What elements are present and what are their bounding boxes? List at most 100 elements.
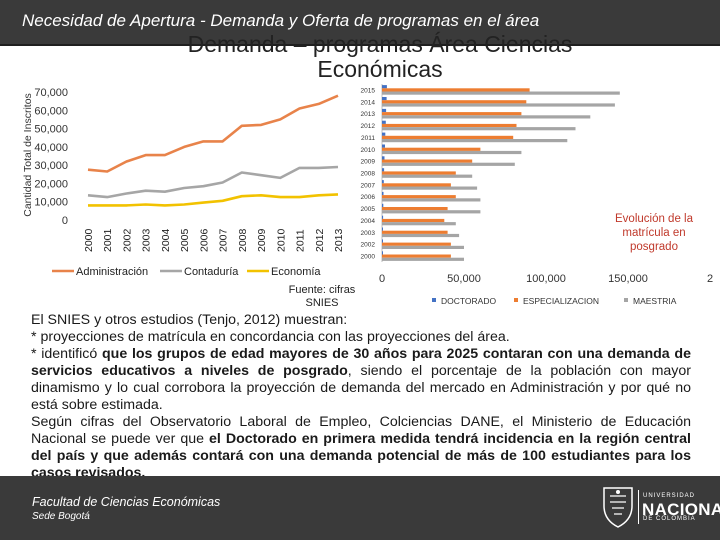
bar-legend-label: MAESTRIA — [633, 296, 677, 306]
y-tick-label: 30,000 — [34, 160, 68, 172]
slide-title: Necesidad de Apertura - Demanda y Oferta… — [22, 11, 540, 30]
bar-doctorado — [382, 203, 384, 207]
source-line-1: Fuente: cifras — [288, 284, 356, 296]
bar-chart-title-line-3: posgrado — [630, 241, 678, 253]
bar-maestria — [382, 162, 515, 166]
bar-legend-label: ESPECIALIZACION — [523, 296, 599, 306]
series-line-administración — [87, 94, 339, 173]
bar-x-tick-label: 150,000 — [608, 273, 648, 285]
bar-category-label: 2011 — [361, 135, 375, 142]
bar-especializacion — [382, 171, 456, 175]
bar-especializacion — [382, 147, 481, 151]
legend-label: Contaduría — [184, 266, 239, 278]
bar-especializacion — [382, 207, 448, 211]
x-tick-label: 2012 — [314, 228, 326, 252]
logo-line-3: DE COLOMBIA — [643, 516, 696, 522]
bar-x-tick-label: 100,000 — [526, 273, 566, 285]
bar-maestria — [382, 245, 464, 249]
x-tick-label: 2003 — [141, 228, 153, 252]
header-bar — [0, 0, 720, 46]
bar-maestria — [382, 150, 522, 155]
bar-maestria — [382, 139, 568, 143]
body-paragraph-3: * identificó que los grupos de edad mayo… — [31, 346, 691, 414]
x-tick-label: 2002 — [121, 228, 133, 252]
bar-maestria — [382, 198, 481, 202]
bar-maestria — [382, 127, 576, 131]
bar-maestria — [382, 91, 620, 95]
y-tick-label: 40,000 — [34, 142, 68, 154]
body-paragraph-2: * proyecciones de matrícula en concordan… — [31, 329, 510, 345]
bar-category-label: 2015 — [361, 87, 376, 94]
logo-divider — [638, 490, 639, 524]
x-tick-label: 2004 — [160, 228, 172, 252]
university-shield-icon — [603, 487, 633, 528]
bar-maestria — [382, 115, 591, 119]
bar-especializacion — [382, 230, 448, 234]
bar-especializacion — [382, 159, 473, 163]
bar-maestria — [382, 257, 464, 261]
x-tick-label: 2009 — [256, 228, 268, 252]
bar-doctorado — [382, 108, 387, 113]
footer-campus: Sede Bogotá — [32, 511, 90, 522]
body-p3-lead: * identificó — [31, 346, 102, 362]
bar-chart-title-line-1: Evolución de la — [615, 213, 693, 225]
x-tick-label: 2001 — [102, 228, 114, 252]
bar-especializacion — [382, 242, 451, 246]
logo-line-1: UNIVERSIDAD — [643, 493, 696, 499]
bar-doctorado — [382, 227, 383, 231]
body-paragraph-4: Según cifras del Observatorio Laboral de… — [31, 414, 691, 480]
bar-x-tick-label: 50,000 — [447, 273, 481, 285]
source-note: Fuente: cifras SNIES — [262, 284, 382, 310]
bar-category-label: 2005 — [361, 206, 376, 213]
body-text: El SNIES y otros estudios (Tenjo, 2012) … — [31, 312, 691, 480]
bar-doctorado — [382, 168, 385, 172]
x-tick-label: 2008 — [237, 228, 249, 252]
x-tick-label: 2000 — [83, 228, 95, 252]
bar-especializacion — [382, 195, 456, 199]
bar-legend-label: DOCTORADO — [441, 296, 496, 306]
y-tick-label: 20,000 — [34, 178, 68, 190]
body-paragraph-1: El SNIES y otros estudios (Tenjo, 2012) … — [31, 312, 348, 328]
line-chart-ylabel: Cantidad Total de Inscritos — [22, 93, 34, 217]
bar-doctorado — [382, 191, 384, 196]
series-line-economía — [88, 193, 339, 207]
source-line-2: SNIES — [305, 297, 339, 309]
bar-especializacion — [382, 112, 522, 116]
bar-category-label: 2013 — [361, 111, 376, 118]
bar-chart-title-line-2: matrícula en — [622, 227, 686, 239]
bar-category-label: 2000 — [361, 254, 376, 261]
body-p3-bold: que los grupos de edad mayores de 30 año… — [31, 346, 691, 379]
bar-chart-title: Evolución de la matrícula en posgrado — [596, 212, 712, 254]
x-tick-label: 2011 — [295, 229, 307, 252]
bar-legend-swatch — [432, 298, 436, 302]
bar-maestria — [382, 233, 460, 238]
bar-especializacion — [382, 218, 445, 223]
bar-especializacion — [382, 183, 451, 187]
x-tick-label: 2006 — [198, 228, 210, 252]
bar-doctorado — [382, 144, 385, 148]
y-tick-label: 60,000 — [34, 105, 68, 117]
y-tick-label: 70,000 — [34, 87, 68, 99]
bar-especializacion — [382, 123, 517, 128]
body-p4-lead: Según cifras del Observatorio Laboral de… — [31, 414, 691, 447]
bar-category-label: 2008 — [361, 171, 376, 178]
line-chart-title: Demanda – programas Área Ciencias Económ… — [187, 31, 573, 82]
bar-maestria — [382, 174, 473, 178]
bar-doctorado — [382, 215, 384, 219]
footer-faculty: Facultad de Ciencias Económicas — [32, 495, 221, 509]
bar-category-label: 2006 — [361, 194, 376, 201]
logo-line-2: NACIONAL — [642, 500, 720, 519]
bar-x-tick-label: 2 — [707, 273, 713, 285]
legend-label: Economía — [271, 266, 321, 278]
legend-label: Administración — [76, 266, 148, 278]
posgrado-bar-chart: 2015 2014 2013 2012 2011 2010 2009 2008 2007 2006… — [361, 84, 713, 306]
bar-doctorado — [382, 97, 387, 101]
bar-category-label: 2009 — [361, 159, 376, 166]
bar-especializacion — [382, 135, 514, 139]
body-p3-tail: , siendo el porcentaje de la población c… — [31, 363, 691, 413]
bar-category-label: 2014 — [361, 99, 376, 106]
bar-doctorado — [382, 251, 383, 255]
bar-doctorado — [382, 156, 385, 160]
bar-category-label: 2007 — [361, 182, 376, 189]
demand-line-chart: Cantidad Total de Inscritos 0 10,000 20,00… — [22, 87, 345, 278]
